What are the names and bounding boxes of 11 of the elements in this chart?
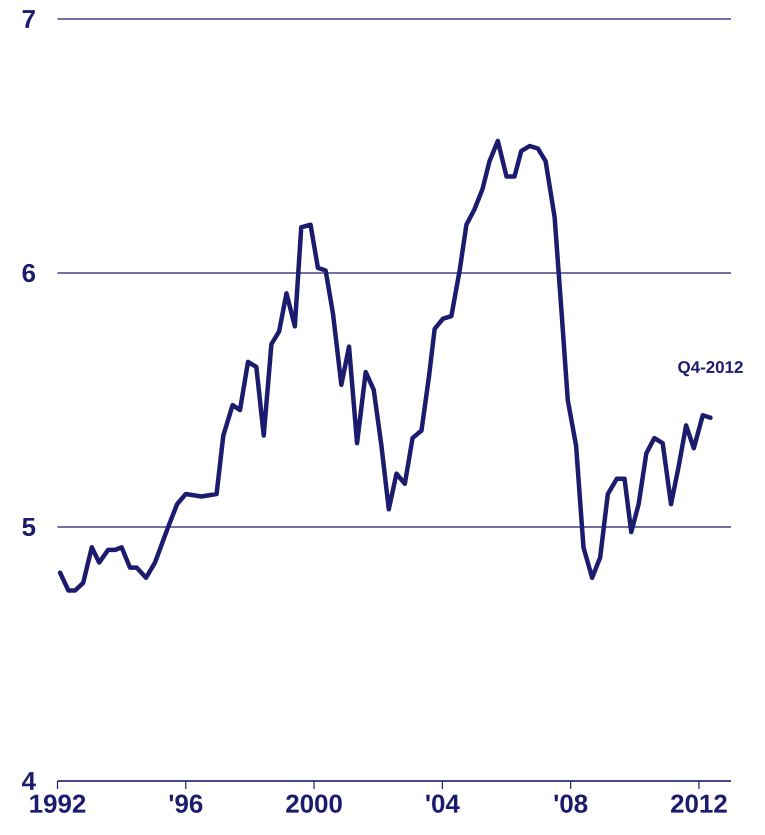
x-tick-label: 2012 <box>671 794 727 813</box>
x-tick-label: '96 <box>170 794 202 813</box>
x-tick-label: '04 <box>426 794 460 813</box>
y-tick-label: 4 <box>22 772 36 790</box>
y-tick-label: 5 <box>22 518 36 536</box>
y-tick-label: 6 <box>22 264 36 282</box>
x-tick-label: 1992 <box>30 794 86 813</box>
x-tick-label: '08 <box>554 794 588 813</box>
x-tick-label: 2000 <box>286 794 342 813</box>
y-tick-label: 7 <box>22 10 35 28</box>
annotation: Q4-2012 <box>678 361 743 376</box>
